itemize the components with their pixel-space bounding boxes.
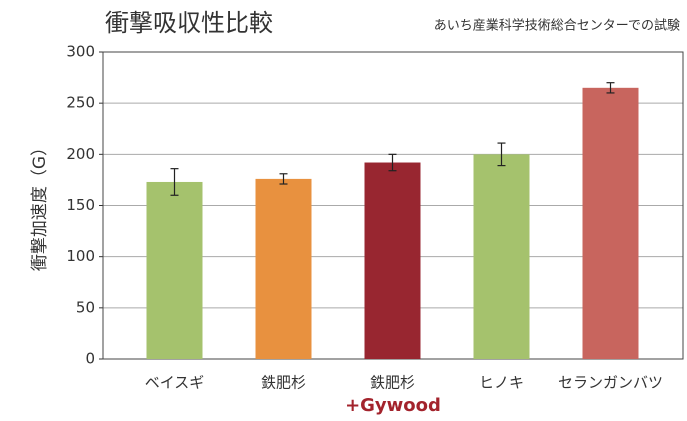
y-tick-label: 150 bbox=[66, 196, 95, 214]
y-tick-label: 50 bbox=[76, 298, 95, 316]
bar bbox=[473, 154, 530, 359]
y-tick-label: 200 bbox=[66, 145, 95, 163]
bar bbox=[582, 87, 639, 360]
x-tick-label: セランガンバツ bbox=[558, 374, 663, 392]
annotation: +Gywood bbox=[345, 395, 441, 416]
y-tick-label: 100 bbox=[66, 247, 95, 265]
y-tick-label: 250 bbox=[66, 94, 95, 112]
x-tick-label: ヒノキ bbox=[479, 374, 524, 392]
bar bbox=[146, 181, 203, 359]
bar bbox=[364, 162, 421, 359]
bar bbox=[255, 178, 312, 359]
chart-title: 衝撃吸収性比較 bbox=[105, 9, 273, 37]
x-tick-label: 鉄肥杉 bbox=[370, 374, 415, 392]
chart-subtitle: あいち産業科学技術総合センターでの試験 bbox=[434, 18, 680, 34]
x-tick-label: ベイスギ bbox=[145, 374, 205, 392]
y-tick-label: 300 bbox=[66, 43, 95, 61]
y-axis-label: 衝撃加速度（G） bbox=[30, 139, 50, 271]
x-tick-label: 鉄肥杉 bbox=[261, 374, 306, 392]
y-tick-label: 0 bbox=[85, 350, 95, 368]
